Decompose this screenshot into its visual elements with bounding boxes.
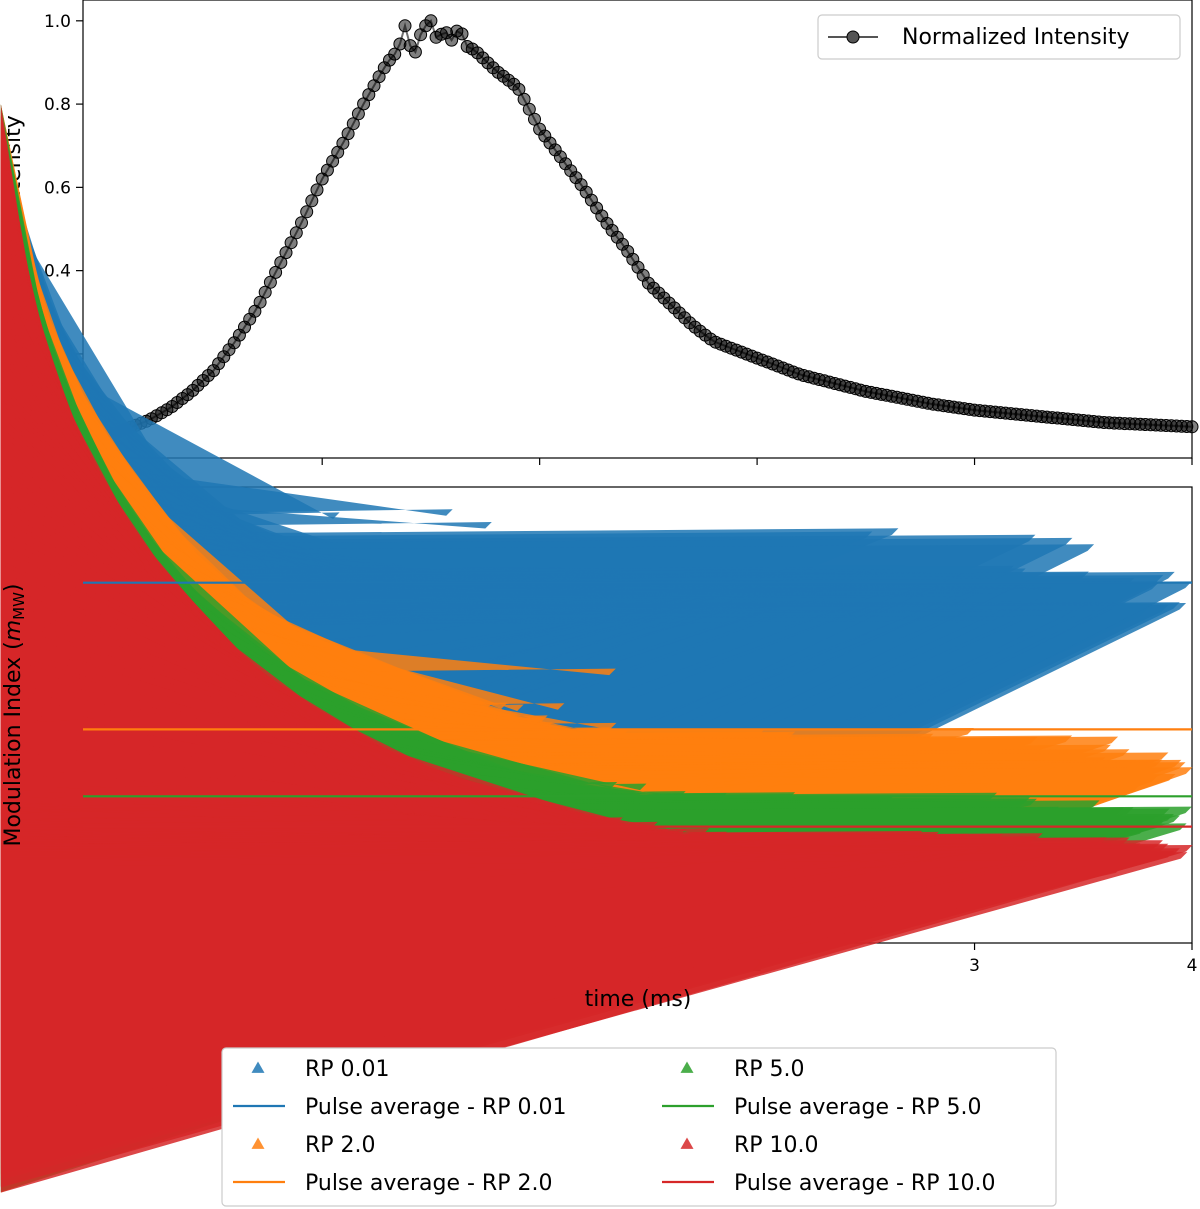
intensity-point <box>455 27 469 41</box>
series-legend-box <box>221 1047 1057 1207</box>
bottom-x-tick-label: 4 <box>1187 956 1198 976</box>
top-legend-marker-swatch <box>846 30 860 44</box>
top-y-tick-label: 0.8 <box>44 95 71 115</box>
series-legend: RP 0.01 Pulse average - RP 0.01 RP 2.0 Puls… <box>221 1047 1057 1207</box>
intensity-point <box>289 226 303 240</box>
top-y-tick-label: 0.6 <box>44 178 71 198</box>
y-label-main: Modulation Index ( <box>1 641 26 846</box>
intensity-point <box>398 19 412 33</box>
legend-series-label: RP 5.0 <box>734 1057 805 1082</box>
top-legend: Normalized Intensity <box>817 14 1181 60</box>
intensity-point <box>517 92 531 106</box>
legend-marker-swatch <box>251 1137 265 1149</box>
legend-series-label: RP 2.0 <box>305 1133 376 1158</box>
legend-series-label: RP 10.0 <box>734 1133 819 1158</box>
bottom-x-tick-label: 3 <box>969 956 980 976</box>
intensity-point <box>522 102 536 116</box>
intensity-series-line <box>104 18 1193 439</box>
legend-marker-swatch <box>251 1061 265 1073</box>
top-y-tick-label: 1.0 <box>44 12 71 32</box>
top-legend-label: Normalized Intensity <box>902 25 1130 50</box>
intensity-point <box>295 216 308 230</box>
intensity-point <box>351 107 365 121</box>
top-y-tick-label: 0.4 <box>44 262 71 282</box>
intensity-point <box>305 194 319 208</box>
series-legend-entries: RP 0.01 Pulse average - RP 0.01 RP 2.0 Puls… <box>233 1057 995 1196</box>
intensity-point <box>388 47 402 61</box>
top-plot-frame <box>82 0 1193 459</box>
legend-marker-swatch <box>680 1137 694 1149</box>
y-label-subscript: MW <box>10 592 28 620</box>
top-legend-box <box>817 14 1181 60</box>
legend-marker-swatch <box>680 1061 694 1073</box>
intensity-point <box>310 183 324 197</box>
bottom-modulation-axes: 0.00.20.40.60.81.01.2−101234 Modulation … <box>0 104 1198 1193</box>
bottom-y-axis-label: Modulation Index (mMW) <box>1 583 28 846</box>
legend-average-label: Pulse average - RP 0.01 <box>305 1095 566 1120</box>
legend-average-label: Pulse average - RP 2.0 <box>305 1171 552 1196</box>
top-intensity-axes: 0.00.20.40.60.81.0 Normalized Intensity … <box>1 0 1199 465</box>
bottom-series-layer <box>0 104 1193 1193</box>
legend-average-label: Pulse average - RP 5.0 <box>734 1095 981 1120</box>
intensity-point <box>424 14 438 28</box>
legend-series-label: RP 0.01 <box>305 1057 390 1082</box>
intensity-point <box>408 45 422 59</box>
intensity-point <box>274 256 288 269</box>
y-label-italic: m <box>1 620 26 641</box>
y-label-end: ) <box>1 583 26 592</box>
intensity-point <box>263 275 277 289</box>
intensity-point <box>1185 420 1199 434</box>
legend-average-label: Pulse average - RP 10.0 <box>734 1171 995 1196</box>
intensity-point <box>300 205 314 219</box>
top-series-layer <box>98 14 1199 444</box>
x-axis-label: time (ms) <box>585 987 692 1012</box>
